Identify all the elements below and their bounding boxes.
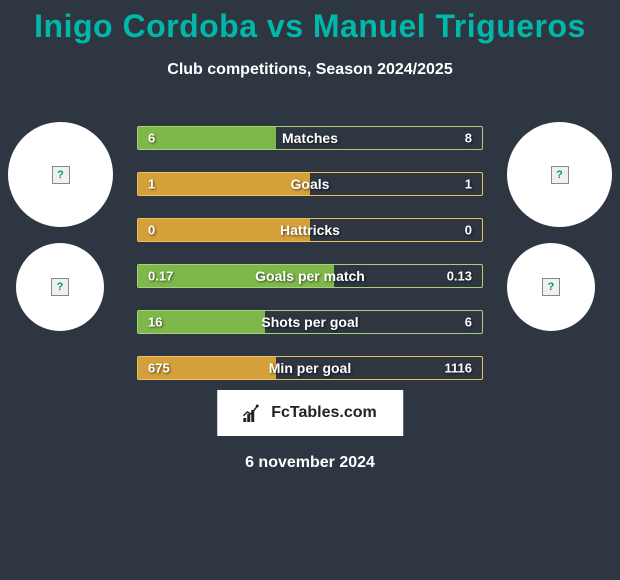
stat-left-value: 1 — [148, 177, 155, 192]
stat-bar-fill — [138, 127, 276, 149]
stat-left-value: 16 — [148, 315, 162, 330]
placeholder-image-icon: ? — [52, 166, 70, 184]
stat-bar-row: 0.17 Goals per match 0.13 — [137, 264, 483, 288]
logo-icon — [243, 404, 265, 422]
player-left-avatar-bottom: ? — [16, 243, 104, 331]
stat-bar-row: 16 Shots per goal 6 — [137, 310, 483, 334]
player-right-avatars: ? ? — [507, 122, 612, 331]
logo-box: FcTables.com — [217, 390, 403, 436]
stat-right-value: 6 — [465, 315, 472, 330]
stat-bar-row: 1 Goals 1 — [137, 172, 483, 196]
stat-bar-fill — [138, 173, 310, 195]
stat-right-value: 1 — [465, 177, 472, 192]
date-text: 6 november 2024 — [245, 454, 375, 472]
stat-bar-row: 6 Matches 8 — [137, 126, 483, 150]
player-left-avatar-top: ? — [8, 122, 113, 227]
stat-label: Shots per goal — [261, 314, 358, 330]
stat-label: Min per goal — [269, 360, 351, 376]
placeholder-image-icon: ? — [51, 278, 69, 296]
stat-left-value: 675 — [148, 361, 170, 376]
placeholder-image-icon: ? — [542, 278, 560, 296]
stat-bars: 6 Matches 8 1 Goals 1 0 Hattricks 0 0.17 Goals per… — [137, 126, 483, 380]
stat-right-value: 1116 — [445, 361, 473, 376]
stat-left-value: 0 — [148, 223, 155, 238]
stat-label: Goals per match — [255, 268, 365, 284]
stat-right-value: 0 — [465, 223, 472, 238]
logo-text: FcTables.com — [271, 404, 377, 422]
page-title: Inigo Cordoba vs Manuel Trigueros — [0, 0, 620, 45]
stat-right-value: 8 — [465, 131, 472, 146]
stat-label: Hattricks — [280, 222, 340, 238]
player-left-avatars: ? ? — [8, 122, 113, 331]
stat-left-value: 6 — [148, 131, 155, 146]
stat-bar-row: 675 Min per goal 1116 — [137, 356, 483, 380]
subtitle: Club competitions, Season 2024/2025 — [0, 61, 620, 79]
stat-left-value: 0.17 — [148, 269, 173, 284]
stat-label: Matches — [282, 130, 338, 146]
stat-label: Goals — [291, 176, 330, 192]
stat-bar-row: 0 Hattricks 0 — [137, 218, 483, 242]
player-right-avatar-bottom: ? — [507, 243, 595, 331]
placeholder-image-icon: ? — [551, 166, 569, 184]
player-right-avatar-top: ? — [507, 122, 612, 227]
stat-right-value: 0.13 — [447, 269, 472, 284]
